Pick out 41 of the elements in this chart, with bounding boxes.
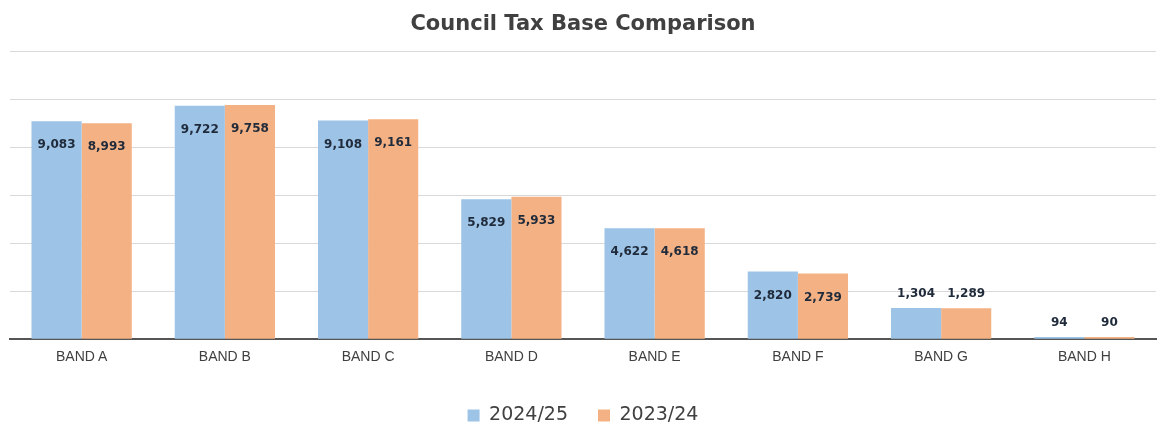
data-label: 9,722 bbox=[180, 122, 219, 136]
data-label: 9,161 bbox=[374, 135, 413, 150]
data-label: 9,758 bbox=[230, 121, 269, 136]
x-tick-label: BAND C bbox=[341, 348, 395, 365]
bar bbox=[654, 228, 705, 339]
bar bbox=[368, 119, 419, 339]
bar bbox=[890, 307, 942, 339]
bar bbox=[81, 123, 132, 339]
data-label: 5,829 bbox=[467, 215, 506, 230]
data-label: 5,933 bbox=[517, 212, 556, 227]
data-label: 1,289 bbox=[947, 286, 986, 301]
bar bbox=[511, 196, 562, 339]
x-tick-label: BAND H bbox=[1057, 348, 1111, 365]
bar bbox=[174, 105, 225, 339]
data-label: 4,618 bbox=[660, 244, 699, 259]
bar bbox=[941, 308, 992, 339]
bar bbox=[604, 228, 655, 339]
legend-label: 2023/24 bbox=[619, 402, 699, 425]
data-label: 2,739 bbox=[803, 289, 842, 304]
data-label: 8,993 bbox=[87, 139, 126, 154]
x-tick-label: BAND G bbox=[914, 348, 968, 365]
data-label: 1,304 bbox=[897, 286, 936, 301]
bar bbox=[224, 105, 276, 339]
x-tick-label: BAND D bbox=[484, 348, 538, 365]
bar bbox=[461, 199, 512, 339]
bar bbox=[317, 120, 369, 339]
data-label: 9,083 bbox=[37, 137, 76, 152]
legend-label: 2024/25 bbox=[489, 402, 569, 425]
data-label: 9,108 bbox=[324, 136, 363, 151]
bar bbox=[31, 121, 82, 339]
x-tick-label: BAND E bbox=[628, 348, 681, 365]
data-label: 90 bbox=[1101, 315, 1118, 330]
chart-title: Council Tax Base Comparison bbox=[410, 11, 756, 36]
bar bbox=[797, 273, 849, 339]
data-label: 2,820 bbox=[753, 287, 792, 302]
x-tick-label: BAND B bbox=[198, 348, 251, 365]
x-tick-label: BAND F bbox=[772, 348, 824, 365]
x-tick-label: BAND A bbox=[55, 348, 108, 365]
data-label: 94 bbox=[1050, 315, 1068, 330]
data-label: 4,622 bbox=[610, 244, 649, 259]
bar bbox=[747, 271, 798, 339]
